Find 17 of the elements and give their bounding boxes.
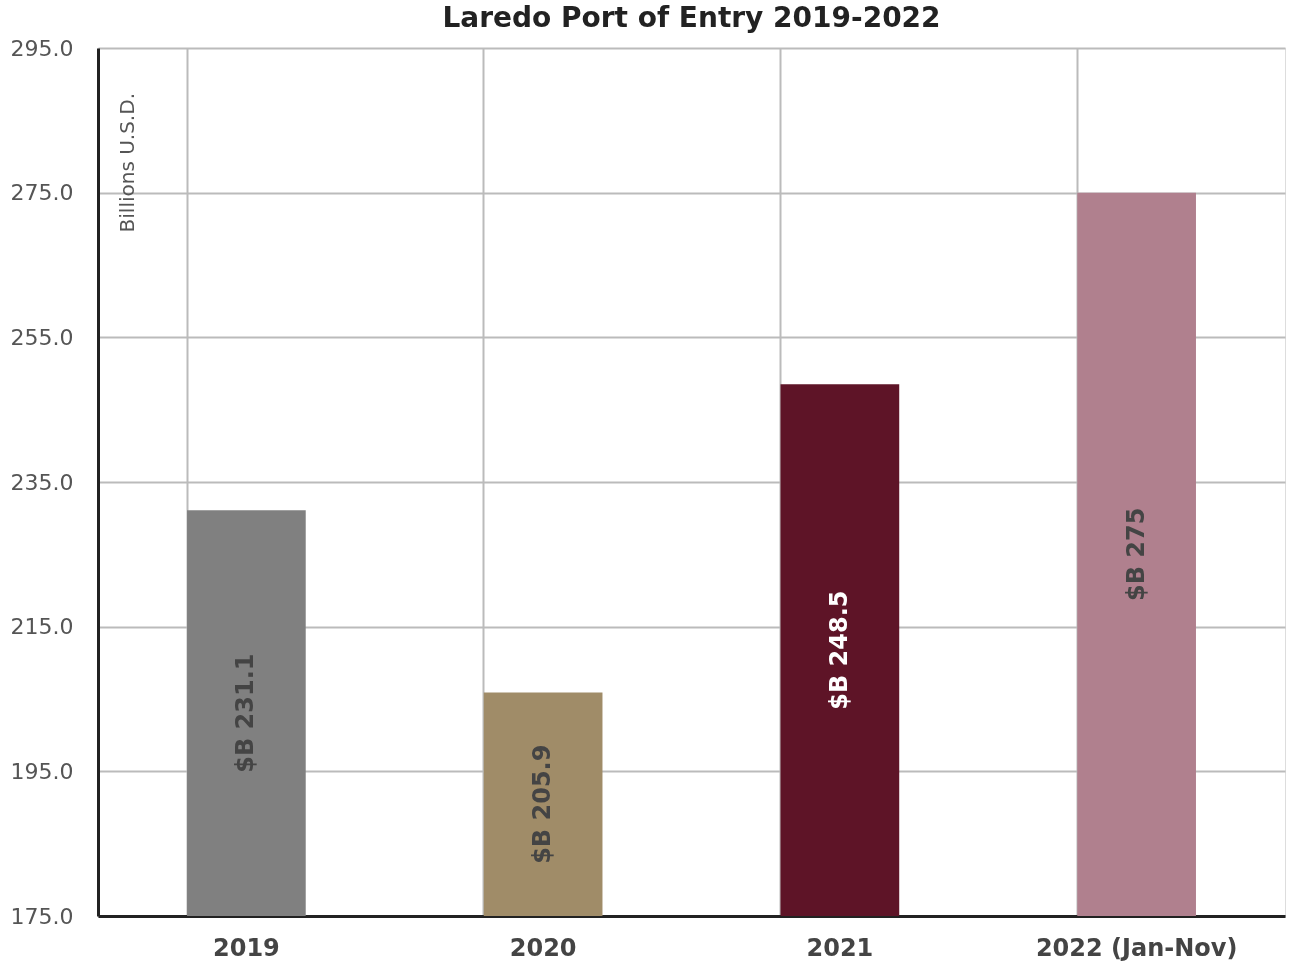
y-tick-label: 255.0: [10, 324, 74, 350]
data-label: $B 275: [1121, 507, 1150, 602]
y-tick-label: 195.0: [10, 758, 74, 784]
data-label: $B 248.5: [824, 590, 853, 710]
y-tick-label: 275.0: [10, 180, 74, 206]
x-tick-label: 2022 (Jan-Nov): [1035, 933, 1238, 962]
y-tick-label: 215.0: [10, 614, 74, 640]
x-tick-label: 2021: [806, 933, 874, 962]
y-axis-title: Billions U.S.D.: [115, 93, 139, 233]
y-tick-label: 175.0: [10, 903, 74, 929]
x-tick-label: 2020: [509, 933, 577, 962]
chart-title: Laredo Port of Entry 2019-2022: [442, 1, 941, 34]
data-label: $B 205.9: [528, 744, 557, 864]
data-label: $B 231.1: [231, 653, 260, 773]
x-tick-label: 2019: [212, 933, 280, 962]
y-tick-label: 295.0: [10, 35, 74, 61]
y-tick-label: 235.0: [10, 469, 74, 495]
